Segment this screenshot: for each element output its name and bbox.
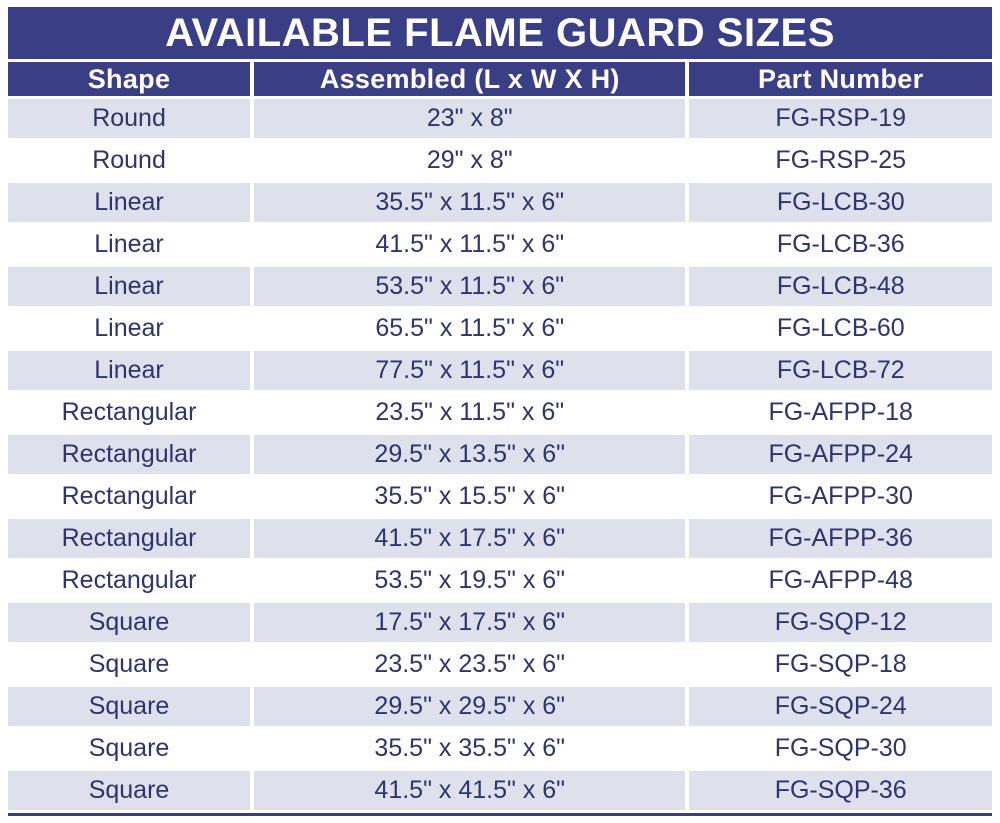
table-row: Rectangular 41.5" x 17.5" x 6" FG-AFPP-36 xyxy=(8,519,992,558)
cell-assembled: 23" x 8" xyxy=(254,99,686,138)
cell-assembled: 53.5" x 11.5" x 6" xyxy=(254,267,686,306)
table-row: Rectangular 53.5" x 19.5" x 6" FG-AFPP-48 xyxy=(8,561,992,600)
cell-assembled: 17.5" x 17.5" x 6" xyxy=(254,603,686,642)
column-header-row: Shape Assembled (L x W X H) Part Number xyxy=(8,62,992,96)
cell-shape: Linear xyxy=(8,351,251,390)
cell-assembled: 41.5" x 11.5" x 6" xyxy=(254,225,686,264)
cell-shape: Square xyxy=(8,645,251,684)
table-row: Linear 41.5" x 11.5" x 6" FG-LCB-36 xyxy=(8,225,992,264)
table-row: Linear 53.5" x 11.5" x 6" FG-LCB-48 xyxy=(8,267,992,306)
cell-shape: Square xyxy=(8,729,251,768)
table-row: Square 41.5" x 41.5" x 6" FG-SQP-36 xyxy=(8,771,992,810)
cell-part-number: FG-SQP-30 xyxy=(689,729,992,768)
cell-part-number: FG-AFPP-24 xyxy=(689,435,992,474)
cell-assembled: 29.5" x 29.5" x 6" xyxy=(254,687,686,726)
cell-shape: Linear xyxy=(8,309,251,348)
table-row: Square 23.5" x 23.5" x 6" FG-SQP-18 xyxy=(8,645,992,684)
cell-part-number: FG-LCB-60 xyxy=(689,309,992,348)
table-bottom-border xyxy=(8,813,992,816)
cell-assembled: 29.5" x 13.5" x 6" xyxy=(254,435,686,474)
cell-part-number: FG-AFPP-30 xyxy=(689,477,992,516)
cell-shape: Rectangular xyxy=(8,477,251,516)
cell-part-number: FG-LCB-48 xyxy=(689,267,992,306)
cell-shape: Rectangular xyxy=(8,561,251,600)
cell-assembled: 65.5" x 11.5" x 6" xyxy=(254,309,686,348)
cell-shape: Linear xyxy=(8,225,251,264)
cell-part-number: FG-SQP-18 xyxy=(689,645,992,684)
table-row: Rectangular 35.5" x 15.5" x 6" FG-AFPP-30 xyxy=(8,477,992,516)
cell-part-number: FG-LCB-36 xyxy=(689,225,992,264)
cell-assembled: 23.5" x 23.5" x 6" xyxy=(254,645,686,684)
table-row: Rectangular 23.5" x 11.5" x 6" FG-AFPP-18 xyxy=(8,393,992,432)
cell-part-number: FG-AFPP-18 xyxy=(689,393,992,432)
cell-assembled: 77.5" x 11.5" x 6" xyxy=(254,351,686,390)
cell-part-number: FG-AFPP-36 xyxy=(689,519,992,558)
cell-part-number: FG-SQP-24 xyxy=(689,687,992,726)
table-row: Square 35.5" x 35.5" x 6" FG-SQP-30 xyxy=(8,729,992,768)
cell-assembled: 23.5" x 11.5" x 6" xyxy=(254,393,686,432)
cell-assembled: 41.5" x 17.5" x 6" xyxy=(254,519,686,558)
cell-shape: Square xyxy=(8,687,251,726)
cell-assembled: 41.5" x 41.5" x 6" xyxy=(254,771,686,810)
cell-assembled: 53.5" x 19.5" x 6" xyxy=(254,561,686,600)
cell-part-number: FG-LCB-72 xyxy=(689,351,992,390)
column-header-assembled: Assembled (L x W X H) xyxy=(254,62,686,96)
table-row: Round 29" x 8" FG-RSP-25 xyxy=(8,141,992,180)
table-row: Round 23" x 8" FG-RSP-19 xyxy=(8,99,992,138)
table-row: Square 17.5" x 17.5" x 6" FG-SQP-12 xyxy=(8,603,992,642)
column-header-shape: Shape xyxy=(8,62,251,96)
cell-shape: Round xyxy=(8,141,251,180)
table-row: Linear 65.5" x 11.5" x 6" FG-LCB-60 xyxy=(8,309,992,348)
table-row: Square 29.5" x 29.5" x 6" FG-SQP-24 xyxy=(8,687,992,726)
cell-shape: Round xyxy=(8,99,251,138)
cell-part-number: FG-LCB-30 xyxy=(689,183,992,222)
table-head: AVAILABLE FLAME GUARD SIZES Shape Assemb… xyxy=(8,7,992,96)
table-body: Round 23" x 8" FG-RSP-19 Round 29" x 8" FG-RS… xyxy=(8,99,992,810)
table-title: AVAILABLE FLAME GUARD SIZES xyxy=(8,7,992,59)
cell-shape: Rectangular xyxy=(8,393,251,432)
cell-shape: Linear xyxy=(8,267,251,306)
cell-part-number: FG-AFPP-48 xyxy=(689,561,992,600)
cell-shape: Linear xyxy=(8,183,251,222)
cell-assembled: 35.5" x 15.5" x 6" xyxy=(254,477,686,516)
cell-part-number: FG-SQP-12 xyxy=(689,603,992,642)
cell-assembled: 35.5" x 35.5" x 6" xyxy=(254,729,686,768)
table-row: Linear 77.5" x 11.5" x 6" FG-LCB-72 xyxy=(8,351,992,390)
cell-assembled: 35.5" x 11.5" x 6" xyxy=(254,183,686,222)
cell-shape: Square xyxy=(8,771,251,810)
cell-part-number: FG-SQP-36 xyxy=(689,771,992,810)
cell-shape: Square xyxy=(8,603,251,642)
column-header-part-number: Part Number xyxy=(689,62,992,96)
cell-assembled: 29" x 8" xyxy=(254,141,686,180)
flame-guard-sizes-table: AVAILABLE FLAME GUARD SIZES Shape Assemb… xyxy=(4,4,996,813)
cell-part-number: FG-RSP-19 xyxy=(689,99,992,138)
table-row: Linear 35.5" x 11.5" x 6" FG-LCB-30 xyxy=(8,183,992,222)
table-row: Rectangular 29.5" x 13.5" x 6" FG-AFPP-24 xyxy=(8,435,992,474)
title-row: AVAILABLE FLAME GUARD SIZES xyxy=(8,7,992,59)
cell-shape: Rectangular xyxy=(8,519,251,558)
cell-shape: Rectangular xyxy=(8,435,251,474)
cell-part-number: FG-RSP-25 xyxy=(689,141,992,180)
